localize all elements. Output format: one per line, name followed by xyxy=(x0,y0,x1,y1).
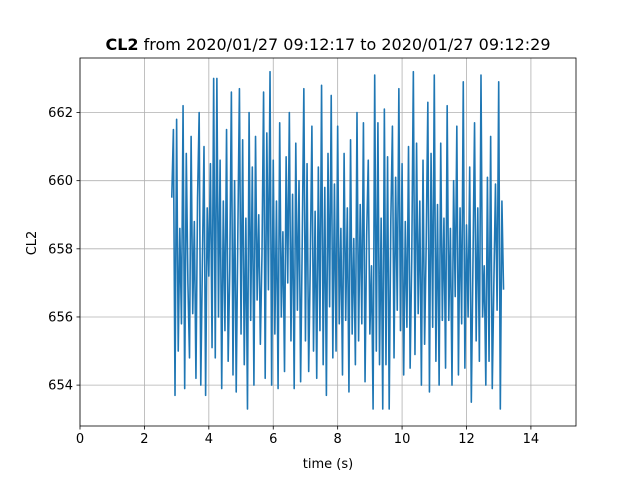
y-tick-label: 656 xyxy=(48,310,73,325)
series-layer xyxy=(170,70,505,410)
x-tick-label: 14 xyxy=(523,432,540,447)
y-tick-label: 658 xyxy=(48,242,73,257)
x-tick-label: 10 xyxy=(394,432,411,447)
plot-frame xyxy=(79,57,577,427)
y-tick-label: 654 xyxy=(48,379,73,394)
y-axis-label: CL2 xyxy=(25,231,40,256)
y-tick-label: 662 xyxy=(48,106,73,121)
chart-title: CL2 from 2020/01/27 09:12:17 to 2020/01/… xyxy=(105,35,550,54)
x-tick-label: 12 xyxy=(458,432,475,447)
y-axis-ticks: 654 656 658 660 662 xyxy=(48,106,80,394)
y-tick-label: 660 xyxy=(48,174,73,189)
chart-title-rest: from 2020/01/27 09:12:17 to 2020/01/27 0… xyxy=(139,35,551,54)
x-tick-label: 8 xyxy=(334,432,342,447)
x-tick-label: 6 xyxy=(269,432,277,447)
x-axis-ticks: 0 2 4 6 8 10 12 14 xyxy=(76,426,539,447)
chart-title-bold: CL2 xyxy=(105,35,138,54)
x-axis-label: time (s) xyxy=(303,457,353,472)
x-tick-label: 4 xyxy=(205,432,213,447)
cl2-series-line xyxy=(170,70,505,410)
x-tick-label: 0 xyxy=(76,432,84,447)
x-tick-label: 2 xyxy=(140,432,148,447)
